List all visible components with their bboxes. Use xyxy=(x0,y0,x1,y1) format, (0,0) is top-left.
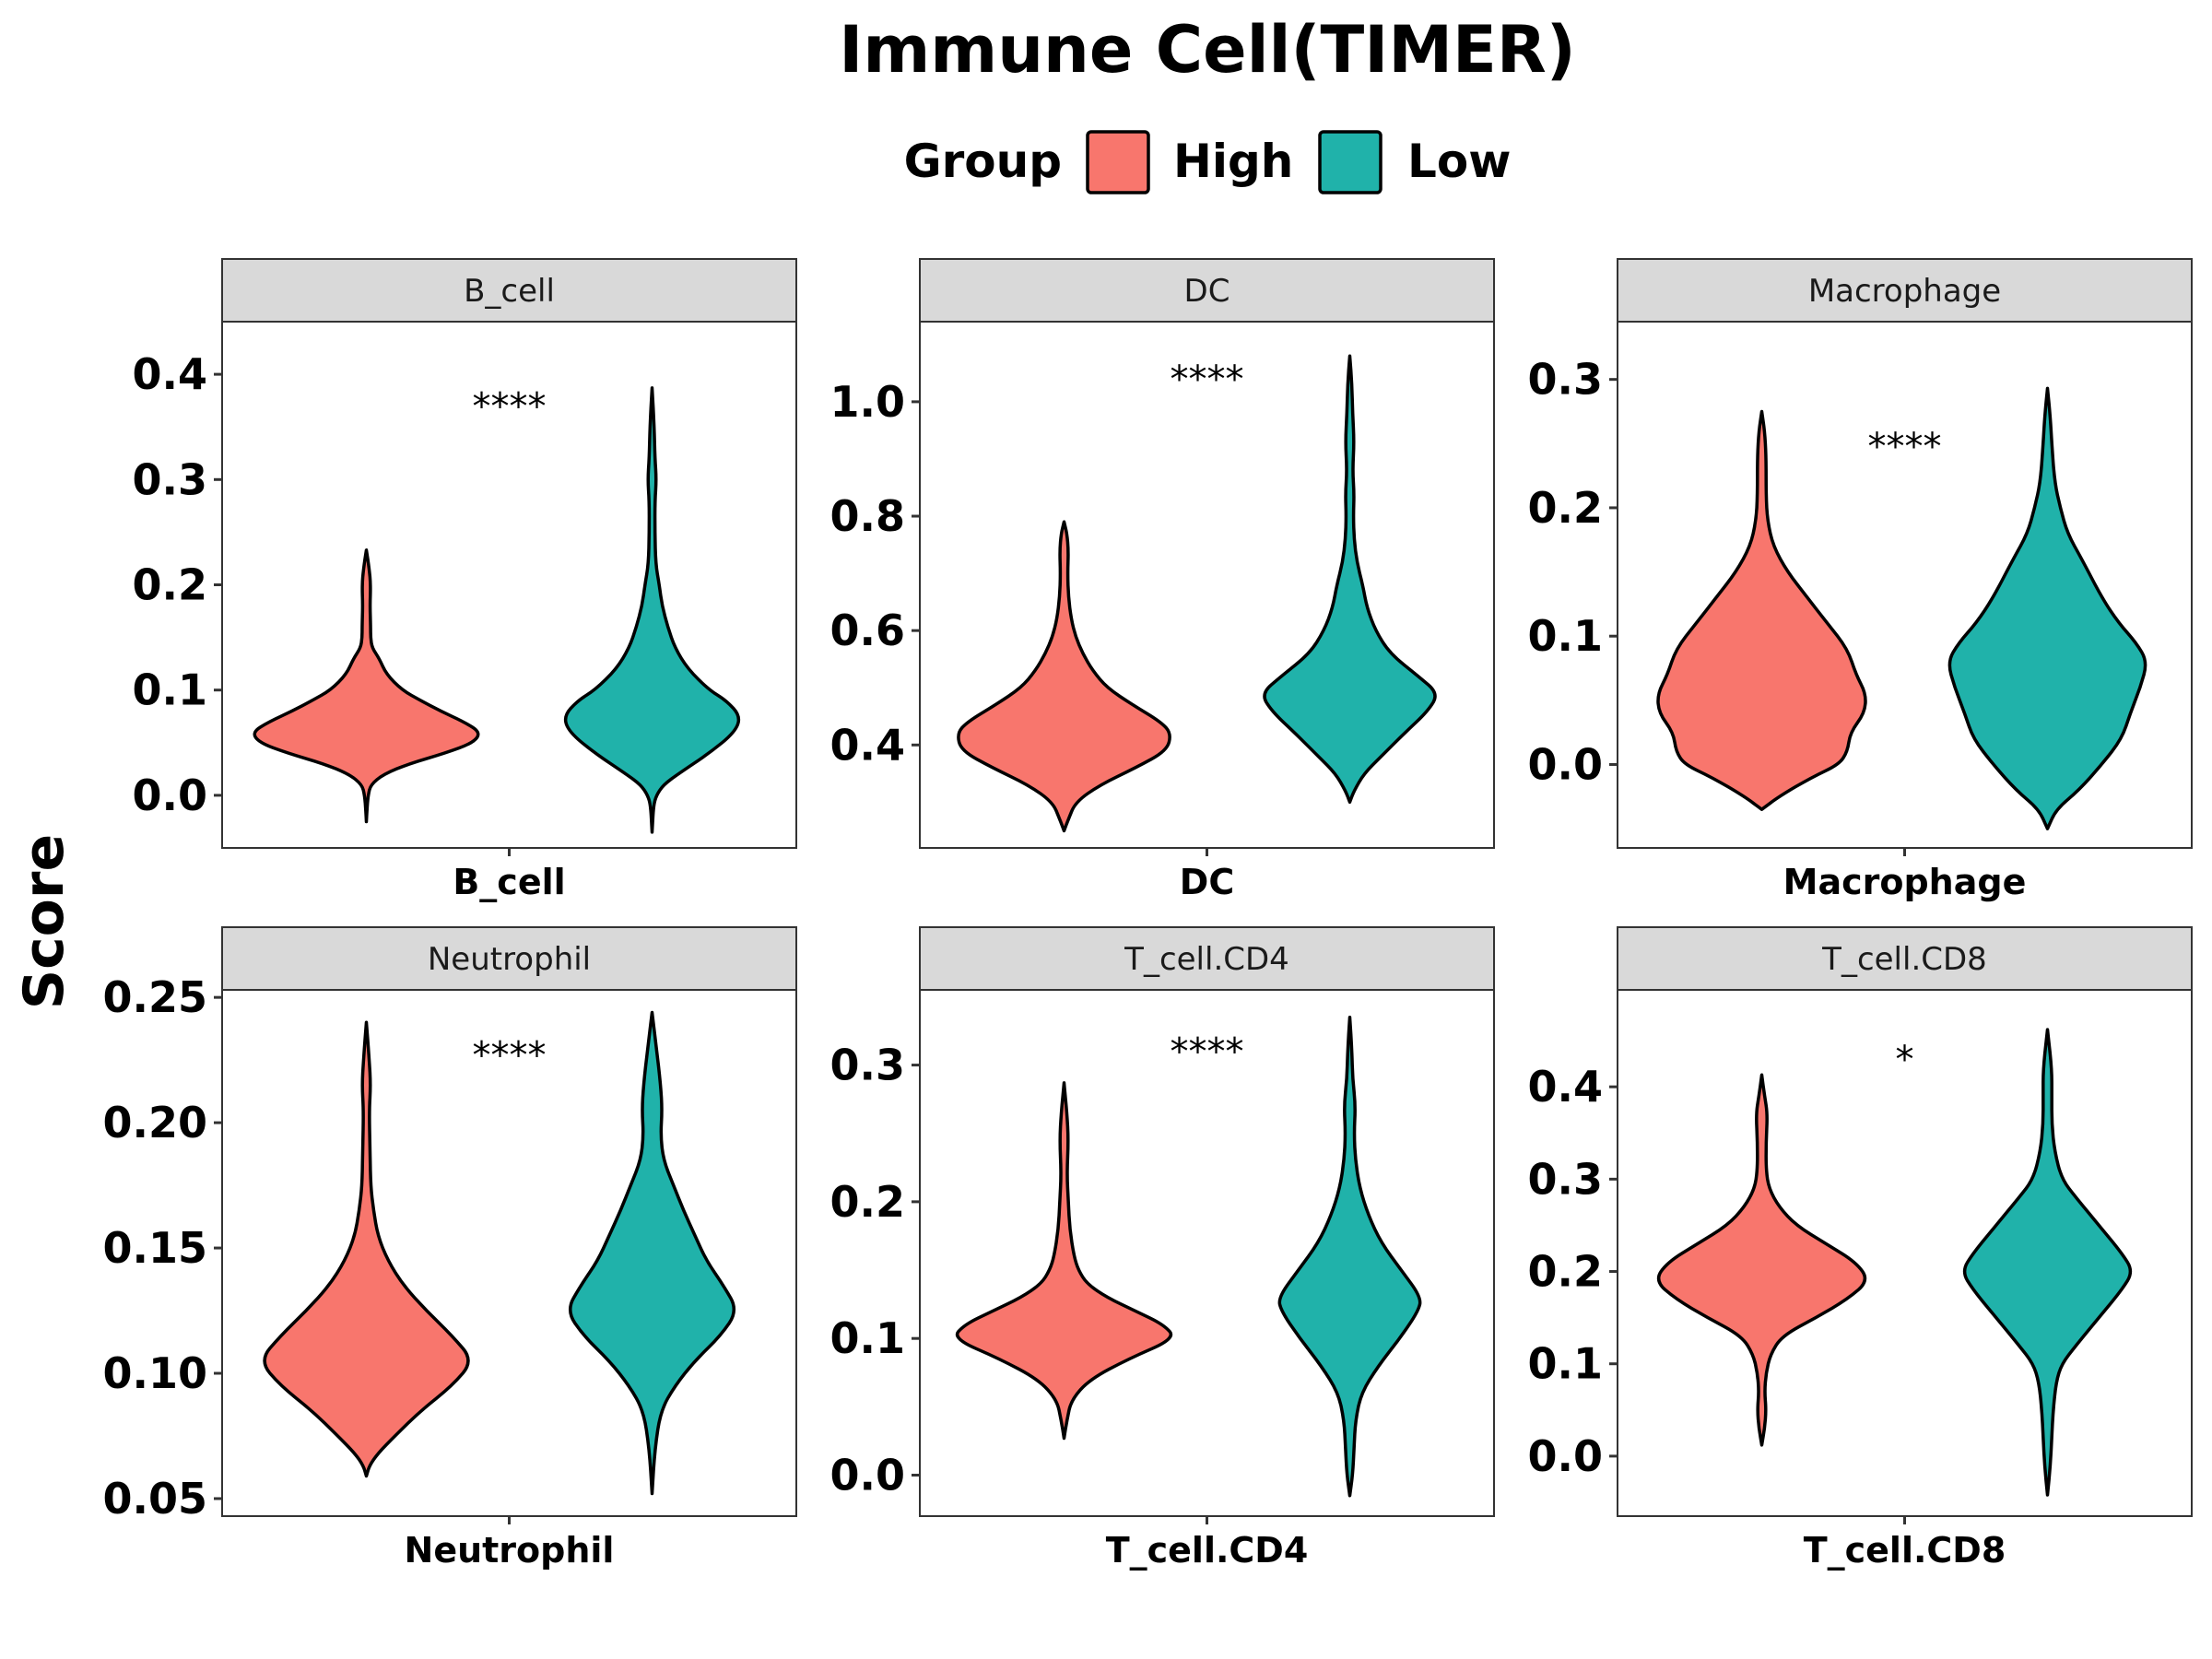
violin-high xyxy=(1656,1073,1867,1447)
strip-background xyxy=(919,258,1495,323)
y-tick-label: 0.0 xyxy=(133,771,208,820)
y-tick-label: 0.2 xyxy=(830,1177,906,1227)
y-axis-label: Score xyxy=(12,834,76,1009)
x-tick-label: T_cell.CD4 xyxy=(1106,1530,1309,1571)
strip-background xyxy=(1617,258,2193,323)
strip-background xyxy=(221,926,797,991)
strip-label: DC xyxy=(1184,273,1230,310)
strip-label: B_cell xyxy=(464,273,555,310)
strip-background xyxy=(221,258,797,323)
y-tick-label: 0.6 xyxy=(830,606,906,655)
strip-label: Neutrophil xyxy=(428,941,591,978)
y-tick-label: 0.8 xyxy=(830,491,906,541)
legend: Group High Low xyxy=(904,130,1511,194)
significance-label: * xyxy=(1896,1039,1914,1081)
y-tick-label: 0.2 xyxy=(1528,483,1604,533)
significance-label: **** xyxy=(1868,426,1942,468)
violin-high xyxy=(253,548,480,824)
x-tick-label: T_cell.CD8 xyxy=(1804,1530,2006,1571)
panel-border xyxy=(919,989,1495,1517)
violin-low xyxy=(1962,1028,2133,1497)
strip-background xyxy=(1617,926,2193,991)
strip-background xyxy=(919,926,1495,991)
significance-label: **** xyxy=(473,385,547,428)
y-tick-label: 0.3 xyxy=(830,1041,906,1090)
strip-label: T_cell.CD4 xyxy=(1124,941,1289,978)
legend-title: Group xyxy=(904,135,1062,188)
significance-label: **** xyxy=(1171,1031,1244,1074)
y-tick-label: 0.1 xyxy=(830,1313,906,1363)
violin-high xyxy=(955,1081,1173,1441)
violin-low xyxy=(1947,386,2147,830)
violin-low xyxy=(1277,1015,1422,1498)
x-tick-label: Neutrophil xyxy=(405,1530,615,1571)
strip-label: Macrophage xyxy=(1808,273,2001,310)
legend-label-low: Low xyxy=(1407,135,1511,188)
y-tick-label: 0.4 xyxy=(1528,1062,1604,1112)
y-tick-label: 0.2 xyxy=(1528,1247,1604,1297)
y-tick-label: 0.0 xyxy=(1528,1431,1604,1481)
y-tick-label: 0.15 xyxy=(103,1223,208,1273)
panel-t-cell-cd8: T_cell.CD8 0.0 0.1 0.2 0.3 0.4 T_cell.CD8 * xyxy=(1528,926,2193,1571)
violin-high xyxy=(957,520,1171,833)
y-tick-label: 0.4 xyxy=(133,349,208,399)
legend-label-high: High xyxy=(1173,135,1293,188)
y-tick-label: 0.3 xyxy=(1528,1154,1604,1204)
y-tick-label: 0.3 xyxy=(1528,355,1604,405)
violin-high xyxy=(1656,409,1867,811)
panel-neutrophil: Neutrophil 0.05 0.10 0.15 0.20 0.25 Neutrophil… xyxy=(103,926,797,1571)
facet-panels: B_cell 0.0 0.1 0.2 0.3 0.4 B_cell **** DC 0.4 0.6 0… xyxy=(103,258,2193,1571)
legend-swatch-low xyxy=(1318,130,1382,194)
y-tick-label: 0.20 xyxy=(103,1098,208,1147)
y-tick-label: 0.2 xyxy=(133,560,208,610)
x-tick-label: Macrophage xyxy=(1783,862,2027,902)
x-tick-label: DC xyxy=(1180,862,1234,902)
y-tick-label: 1.0 xyxy=(830,377,906,427)
y-tick-label: 0.1 xyxy=(1528,611,1604,661)
panel-b-cell: B_cell 0.0 0.1 0.2 0.3 0.4 B_cell **** xyxy=(133,258,797,902)
strip-label: T_cell.CD8 xyxy=(1821,941,1987,978)
significance-label: **** xyxy=(1171,359,1244,401)
y-tick-label: 0.0 xyxy=(1528,739,1604,789)
significance-label: **** xyxy=(473,1035,547,1077)
y-tick-label: 0.1 xyxy=(1528,1339,1604,1389)
y-tick-label: 0.05 xyxy=(103,1474,208,1524)
legend-swatch-high xyxy=(1086,130,1150,194)
y-tick-label: 0.0 xyxy=(830,1451,906,1500)
y-tick-label: 0.3 xyxy=(133,454,208,504)
y-tick-label: 0.4 xyxy=(830,720,906,770)
panel-macrophage: Macrophage 0.0 0.1 0.2 0.3 Macrophage **** xyxy=(1528,258,2193,902)
panel-dc: DC 0.4 0.6 0.8 1.0 DC **** xyxy=(830,258,1495,902)
x-tick-label: B_cell xyxy=(453,862,565,902)
violin-low xyxy=(1263,354,1437,805)
violin-low xyxy=(569,1010,735,1496)
y-tick-label: 0.10 xyxy=(103,1348,208,1398)
chart-title: Immune Cell(TIMER) xyxy=(839,12,1575,88)
y-tick-label: 0.1 xyxy=(133,665,208,715)
y-tick-label: 0.25 xyxy=(103,972,208,1022)
violin-low xyxy=(563,386,741,834)
violin-high xyxy=(263,1020,470,1478)
panel-t-cell-cd4: T_cell.CD4 0.0 0.1 0.2 0.3 T_cell.CD4 **** xyxy=(830,926,1495,1571)
